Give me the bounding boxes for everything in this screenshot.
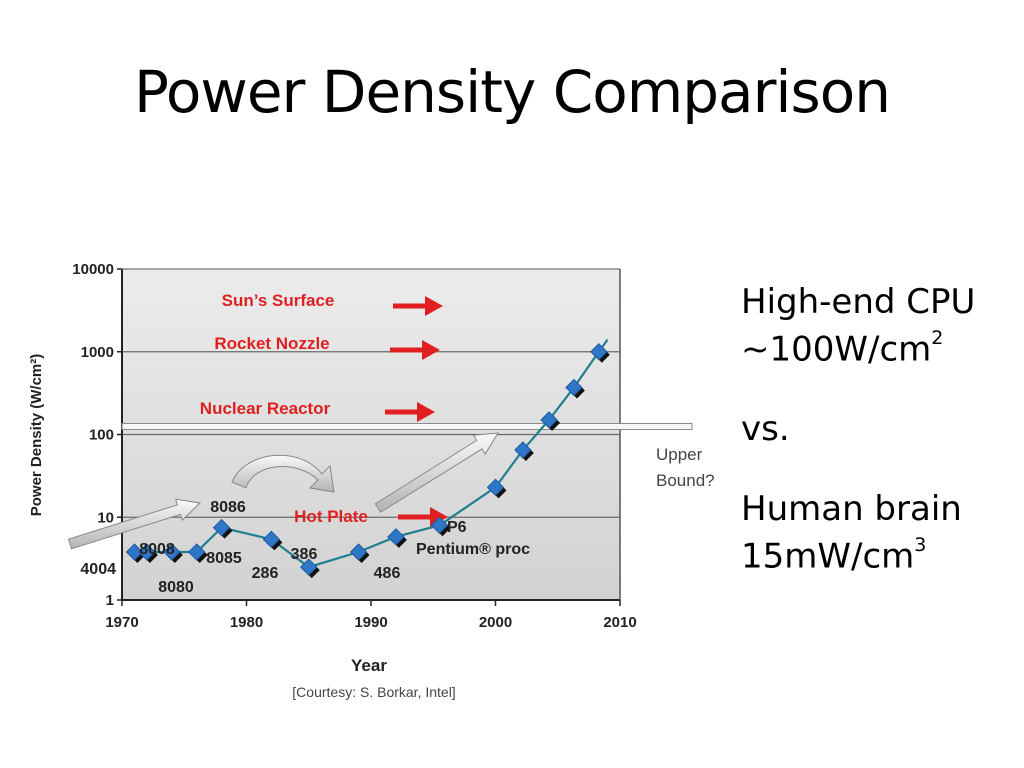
x-tick-label-1980: 1980: [230, 614, 263, 631]
trend-arrow-early: [67, 498, 202, 550]
y-tick-label-1: 1: [106, 592, 114, 609]
trend-arrows: [67, 432, 499, 550]
data-point-2: [163, 543, 181, 561]
reference-hot-plate-label: Hot Plate: [294, 507, 368, 526]
x-tick-label-2010: 2010: [603, 614, 636, 631]
reference-sun-s-surface-arrow: [393, 296, 443, 316]
series-line: [134, 339, 609, 569]
reference-markers: Sun’s Surface Rocket Nozzle Nuclear Reacto…: [200, 291, 448, 527]
reference-rocket-nozzle-arrow: [390, 340, 440, 360]
y-axis-label: Power Density (W/cm²): [28, 354, 45, 517]
point-label-4004: 4004: [80, 561, 116, 578]
upper-bound-annotation: Upper Bound?: [121, 422, 715, 490]
reference-nuclear-reactor-label: Nuclear Reactor: [200, 399, 331, 418]
data-point-3: [187, 543, 206, 561]
point-label-8085: 8085: [206, 550, 242, 567]
reference-rocket-nozzle-label: Rocket Nozzle: [214, 334, 329, 353]
point-label-8086: 8086: [210, 499, 246, 516]
x-tick-label-1970: 1970: [105, 614, 138, 631]
data-point-0: [125, 543, 144, 561]
brain-value: 15mW/cm: [741, 536, 915, 577]
point-labels: 4004 8008 8080 8085 8086 286 386 486 P6 Pentium® …: [80, 499, 530, 596]
data-point-10: [486, 478, 505, 497]
slide-title: Power Density Comparison: [134, 58, 891, 126]
data-point-13: [565, 378, 583, 397]
brain-note-line2: 15mW/cm3: [741, 529, 1021, 576]
y-tick-label-100: 100: [89, 427, 114, 444]
vs-text: vs.: [741, 409, 790, 450]
point-label-486: 486: [374, 565, 401, 582]
point-label-8008: 8008: [139, 541, 175, 558]
curved-arrow: [231, 454, 335, 493]
y-tick-label-10: 10: [97, 509, 114, 526]
reference-nuclear-reactor-arrow: [385, 402, 435, 422]
data-point-12: [540, 411, 558, 429]
series-layer: [125, 339, 610, 579]
upper-bound-band: [121, 422, 693, 430]
point-label-386: 386: [291, 546, 318, 563]
point-label-pentium-proc: Pentium® proc: [416, 541, 530, 558]
data-point-6: [300, 558, 318, 576]
brain-note: Human brain 15mW/cm3: [741, 489, 1021, 576]
brain-unit-exponent: 3: [914, 534, 927, 557]
data-point-8: [387, 528, 405, 546]
brain-note-line1: Human brain: [741, 489, 962, 530]
data-point-7: [349, 543, 368, 561]
point-label-286: 286: [252, 565, 279, 582]
courtesy-note: [Courtesy: S. Borkar, Intel]: [292, 684, 455, 700]
data-point-11: [514, 441, 532, 459]
cpu-note-line2: ~100W/cm2: [741, 322, 1021, 369]
upper-bound-label-line1: Upper: [656, 445, 703, 464]
cpu-note-line1: High-end CPU: [741, 282, 976, 322]
y-tick-label-10000: 10000: [72, 261, 114, 278]
y-tick-label-1000: 1000: [81, 344, 114, 361]
trend-arrow-late: [374, 432, 499, 513]
point-label-p6: P6: [447, 519, 467, 536]
cpu-unit-exponent: 2: [931, 327, 944, 349]
axes: 1 10 100 1000 10000 1970 1980 1990 2000 2010: [72, 261, 636, 631]
x-axis-label: Year: [351, 656, 387, 675]
cpu-note: High-end CPU ~100W/cm2: [741, 282, 1021, 369]
data-point-4: [212, 518, 231, 537]
data-point-5: [262, 530, 281, 549]
comparison-note: High-end CPU ~100W/cm2 vs. Human brain 1…: [741, 282, 1021, 577]
data-point-14: [590, 343, 608, 361]
x-tick-label-2000: 2000: [479, 614, 512, 631]
data-point-9: [430, 516, 449, 534]
cpu-value: ~100W/cm: [741, 329, 932, 370]
data-point-1: [138, 543, 156, 561]
point-label-8080: 8080: [158, 579, 194, 596]
upper-bound-label-line2: Bound?: [656, 471, 715, 490]
x-tick-label-1990: 1990: [354, 614, 387, 631]
reference-sun-s-surface-label: Sun’s Surface: [222, 291, 335, 310]
